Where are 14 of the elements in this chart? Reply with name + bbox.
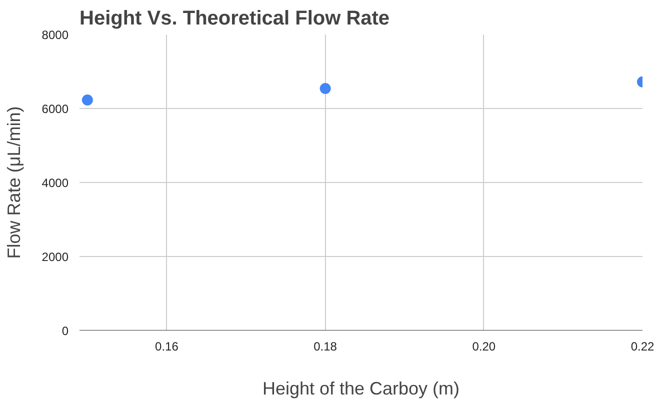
- y-axis-title: Flow Rate (μL/min): [4, 106, 24, 259]
- y-tick-label: 0: [62, 324, 69, 338]
- y-tick-label: 2000: [42, 250, 69, 264]
- chart-title: Height Vs. Theoretical Flow Rate: [80, 8, 390, 30]
- point: [82, 94, 93, 106]
- x-tick-label: 0.16: [155, 340, 179, 354]
- y-tick-label: 6000: [42, 102, 69, 116]
- x-axis-title: Height of the Carboy (m): [262, 378, 460, 398]
- y-tick-label: 8000: [42, 28, 69, 42]
- x-tick-label: 0.18: [314, 340, 338, 354]
- x-tick-label: 0.22: [630, 340, 655, 354]
- y-tick-label: 4000: [42, 176, 69, 190]
- x-tick-label: 0.20: [472, 340, 496, 354]
- point: [320, 83, 331, 94]
